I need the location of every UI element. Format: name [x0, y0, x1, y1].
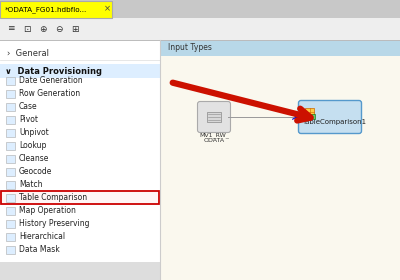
- Bar: [6, 116, 15, 123]
- Bar: [1, 190, 159, 204]
- Bar: [207, 112, 221, 122]
- Text: ⊕: ⊕: [39, 25, 46, 34]
- Text: Hierarchical: Hierarchical: [19, 232, 65, 241]
- Bar: [0, 40, 160, 280]
- Bar: [6, 129, 15, 137]
- Text: ⊡: ⊡: [23, 25, 30, 34]
- Text: History Preserving: History Preserving: [19, 219, 90, 228]
- Bar: [305, 108, 314, 116]
- Bar: [6, 233, 15, 241]
- Bar: [0, 18, 400, 40]
- Bar: [6, 77, 15, 85]
- Text: ≡: ≡: [7, 25, 14, 34]
- Bar: [6, 90, 15, 97]
- Text: Row Generation: Row Generation: [19, 89, 80, 98]
- Text: Input Types: Input Types: [168, 43, 212, 53]
- Bar: [6, 220, 15, 227]
- Text: Data Mask: Data Mask: [19, 245, 60, 254]
- FancyBboxPatch shape: [298, 101, 362, 134]
- Bar: [0, 262, 160, 280]
- Bar: [160, 56, 400, 280]
- Text: TableComparison1: TableComparison1: [302, 119, 366, 125]
- Bar: [160, 40, 400, 56]
- Text: ⊞: ⊞: [71, 25, 78, 34]
- Text: Lookup: Lookup: [19, 141, 46, 150]
- Text: Cleanse: Cleanse: [19, 154, 49, 163]
- Text: Table Comparison: Table Comparison: [19, 193, 87, 202]
- Text: Unpivot: Unpivot: [19, 128, 49, 137]
- Text: ∨  Data Provisioning: ∨ Data Provisioning: [5, 67, 102, 76]
- Bar: [6, 155, 15, 162]
- Text: ⊖: ⊖: [55, 25, 62, 34]
- Text: Pivot: Pivot: [19, 115, 38, 124]
- Bar: [0, 64, 160, 78]
- Text: Match: Match: [19, 180, 42, 189]
- Text: Geocode: Geocode: [19, 167, 52, 176]
- Text: ×: ×: [104, 4, 110, 13]
- FancyBboxPatch shape: [198, 102, 230, 132]
- Bar: [310, 114, 315, 119]
- Bar: [6, 246, 15, 253]
- Text: ›  General: › General: [7, 48, 49, 57]
- Text: *ODATA_FG01.hdbflo...: *ODATA_FG01.hdbflo...: [5, 6, 87, 13]
- Text: Map Operation: Map Operation: [19, 206, 76, 215]
- Bar: [6, 142, 15, 150]
- Bar: [6, 181, 15, 188]
- FancyBboxPatch shape: [0, 1, 112, 18]
- Bar: [6, 207, 15, 214]
- Text: MV1_RW_
ODATA: MV1_RW_ ODATA: [199, 132, 229, 143]
- Bar: [0, 0, 400, 18]
- Text: Date Generation: Date Generation: [19, 76, 83, 85]
- Bar: [6, 194, 15, 202]
- Text: Case: Case: [19, 102, 38, 111]
- Bar: [6, 103, 15, 111]
- Bar: [6, 168, 15, 176]
